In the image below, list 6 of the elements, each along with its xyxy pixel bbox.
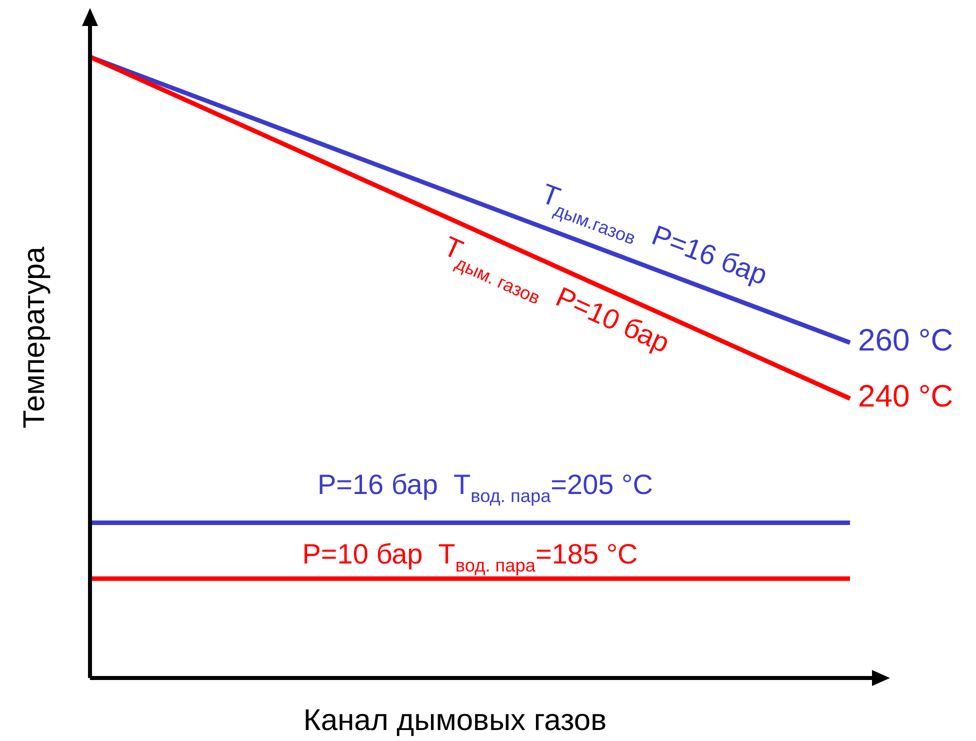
y-axis-title: Температура <box>18 246 51 428</box>
series-label: P=10 бар T$_{вод. пара}$=185 °C <box>302 539 638 576</box>
x-axis-title: Канал дымовых газов <box>303 704 607 737</box>
series-label: P=16 бар T$_{вод. пара}$=205 °C <box>317 469 653 506</box>
annotation: 260 °C <box>858 322 954 358</box>
annotation: 240 °C <box>858 378 954 414</box>
